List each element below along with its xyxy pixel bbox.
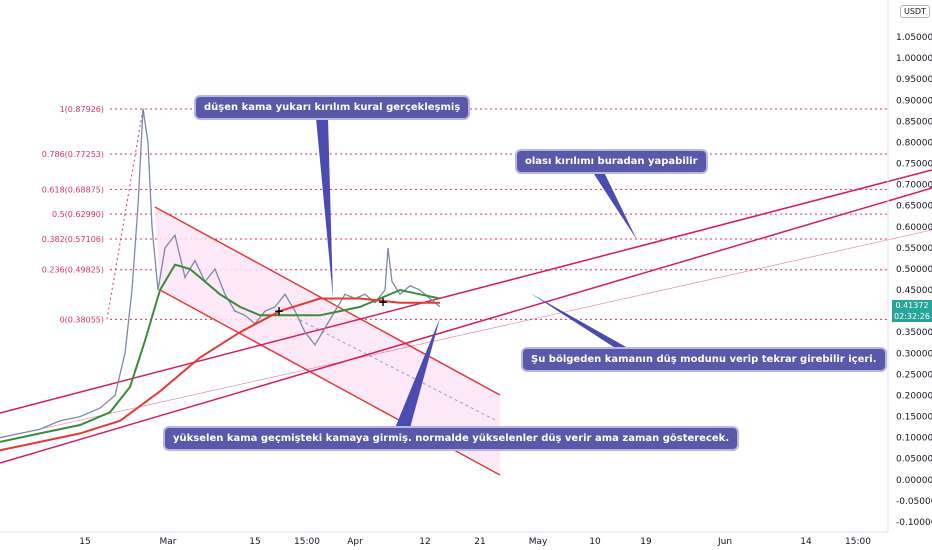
y-tick-label: -0.10000 — [896, 518, 932, 528]
cross-marker-2: + — [378, 295, 388, 309]
y-tick-label: 0.65000 — [896, 202, 932, 212]
pointer-zone — [530, 293, 640, 364]
y-tick-label: 0.60000 — [896, 223, 932, 233]
fib-level-label: 0.236(0.49825) — [42, 266, 104, 275]
y-tick-label: 1.05000 — [896, 33, 932, 43]
annotation-pointers — [316, 118, 640, 428]
pointer-possible-break — [590, 168, 637, 240]
x-tick-label: Apr — [347, 537, 363, 547]
fib-trend-line — [106, 108, 144, 320]
y-tick-label: 0.10000 — [896, 434, 932, 444]
cross-markers: + + — [274, 295, 388, 318]
y-tick-label: 0.80000 — [896, 138, 932, 148]
x-tick-label: May — [529, 537, 548, 547]
y-tick-label: 0.30000 — [896, 349, 932, 359]
rising-channel-mid-line — [0, 229, 932, 439]
y-tick-label: 0.90000 — [896, 96, 932, 106]
fib-level-label: 0(0.38055) — [60, 315, 104, 324]
x-tick-label: 12 — [419, 537, 430, 547]
y-tick-label: 0.20000 — [896, 391, 932, 401]
fib-level-label: 0.5(0.62990) — [52, 210, 104, 219]
rising-channel-lower-line — [0, 187, 932, 464]
note-rising-wedge[interactable]: yükselen kama geçmişteki kamaya girmiş. … — [165, 428, 738, 449]
time-axis-ticks[interactable]: 15 Mar 15 15:00 Apr 12 21 May 10 19 Jun 14 15:00 — [79, 537, 871, 547]
last-price-tag: 0.41372 — [892, 300, 932, 311]
x-tick-label: Mar — [160, 537, 177, 547]
fib-level-label: 1(0.87926) — [60, 105, 104, 114]
x-tick-label: 15:00 — [845, 537, 871, 547]
y-tick-label: 1.00000 — [896, 54, 932, 64]
x-tick-label: 19 — [640, 537, 652, 547]
rising-channel-upper-line — [0, 169, 932, 414]
falling-wedge-midline — [299, 319, 496, 421]
y-tick-label: 0.55000 — [896, 244, 932, 254]
note-possible-break[interactable]: olası kırılımı buradan yapabilir — [517, 151, 706, 172]
y-tick-label: 0.35000 — [896, 328, 932, 338]
pointer-rising-wedge — [395, 318, 440, 428]
note-breakout[interactable]: düşen kama yukarı kırılım kural gerçekle… — [196, 97, 469, 118]
falling-wedge-upper-line — [154, 206, 501, 396]
x-tick-label: 10 — [589, 537, 601, 547]
moving-averages — [0, 263, 441, 452]
x-tick-label: 15 — [79, 537, 90, 547]
quote-currency-label[interactable]: USDT — [900, 5, 930, 18]
x-tick-label: 15 — [249, 537, 260, 547]
fib-level-label: 0.618(0.68875) — [42, 185, 104, 194]
x-tick-label: 15:00 — [294, 537, 320, 547]
x-tick-label: 14 — [800, 537, 812, 547]
price-line — [0, 108, 441, 439]
fib-level-label: 0.382(0.57106) — [42, 235, 104, 244]
cross-marker-1: + — [274, 304, 284, 318]
price-axis[interactable] — [0, 0, 889, 533]
x-tick-label: Jun — [717, 537, 732, 547]
y-tick-label: 0.45000 — [896, 286, 932, 296]
y-tick-label: 0.25000 — [896, 370, 932, 380]
price-axis-ticks: 1.05000 1.00000 0.95000 0.90000 0.85000 0.800… — [896, 33, 932, 528]
y-tick-label: 0.75000 — [896, 160, 932, 170]
y-tick-label: 0.85000 — [896, 117, 932, 127]
y-tick-label: 0.70000 — [896, 181, 932, 191]
moving-average-line — [0, 263, 441, 443]
y-tick-label: 0.15000 — [896, 413, 932, 423]
fib-level-label: 0.786(0.77253) — [42, 150, 104, 159]
moving-average-line — [0, 297, 440, 452]
y-tick-label: 0.50000 — [896, 265, 932, 275]
y-tick-label: 0.05000 — [896, 455, 932, 465]
y-tick-label: 0.95000 — [896, 75, 932, 85]
note-zone[interactable]: Şu bölgeden kamanın düş modunu verip tek… — [523, 349, 885, 370]
x-tick-label: 21 — [474, 537, 485, 547]
pointer-breakout — [316, 118, 333, 298]
y-tick-label: -0.05000 — [896, 497, 932, 507]
y-tick-label: 0.00000 — [896, 476, 932, 486]
fibonacci-levels: 1(0.87926) 0.786(0.77253) 0.618(0.68875) 0.… — [42, 105, 888, 324]
candle-countdown: 02:32:26 — [892, 311, 932, 322]
